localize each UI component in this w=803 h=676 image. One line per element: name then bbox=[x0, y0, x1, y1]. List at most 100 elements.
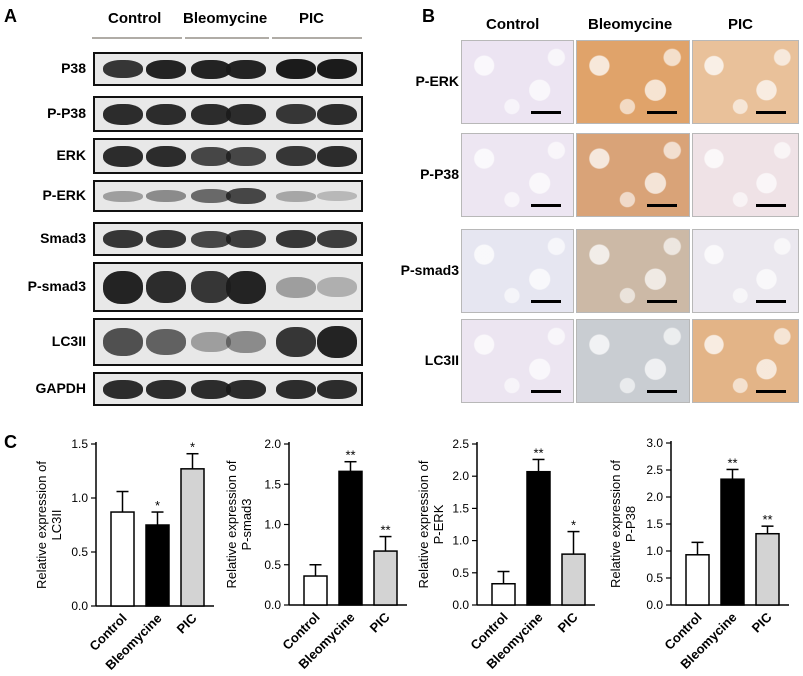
blot-band bbox=[226, 271, 266, 304]
blot-strip bbox=[93, 222, 363, 256]
blot-band bbox=[146, 230, 186, 248]
blot-group-control: Control bbox=[108, 10, 162, 27]
blot-band bbox=[276, 59, 316, 79]
ihc-col-control: Control bbox=[486, 16, 540, 33]
blot-band bbox=[276, 230, 316, 248]
bar-chart-4: 0.0 0.5 1.0 1.5 2.0 2.5 3.0 Relative expression… bbox=[608, 436, 789, 672]
x-tick-label: PIC bbox=[367, 609, 393, 635]
x-tick-label: PIC bbox=[749, 609, 775, 635]
ihc-row-label: LC3II bbox=[424, 352, 459, 368]
y-tick-label: 0.5 bbox=[646, 571, 663, 585]
ihc-row-label: P-ERK bbox=[415, 73, 459, 89]
y-tick-label: 1.5 bbox=[646, 517, 663, 531]
bar bbox=[755, 532, 780, 606]
scale-bar bbox=[756, 204, 786, 207]
blot-row-label: LC3II bbox=[51, 333, 86, 349]
scale-bar bbox=[531, 390, 561, 393]
blot-band bbox=[146, 190, 186, 202]
y-axis-label-line: Relative expression of bbox=[224, 460, 239, 588]
y-tick-label: 0.0 bbox=[646, 598, 663, 612]
scale-bar bbox=[531, 300, 561, 303]
blot-strip bbox=[93, 180, 363, 212]
y-axis-label: Relative expression ofP-smad3 bbox=[224, 460, 254, 588]
significance-mark: ** bbox=[533, 445, 543, 460]
x-tick-label: PIC bbox=[555, 609, 581, 635]
y-tick-label: 2.0 bbox=[264, 437, 281, 451]
scale-bar bbox=[647, 111, 677, 114]
panel-c-letter: C bbox=[4, 432, 17, 452]
significance-mark: ** bbox=[762, 512, 772, 527]
blot-strip bbox=[93, 52, 363, 86]
blot-row-label: P-P38 bbox=[47, 105, 86, 121]
significance-mark: * bbox=[155, 498, 160, 513]
bar bbox=[145, 524, 170, 607]
y-axis-label-line: P-ERK bbox=[431, 504, 446, 544]
y-tick-label: 1.5 bbox=[71, 437, 88, 451]
ihc-image bbox=[692, 229, 799, 313]
scale-bar bbox=[756, 390, 786, 393]
y-tick-label: 0.0 bbox=[71, 599, 88, 613]
blot-band bbox=[226, 188, 266, 204]
blot-band bbox=[317, 277, 357, 297]
blot-band bbox=[276, 104, 316, 124]
y-tick-label: 2.5 bbox=[646, 463, 663, 477]
blot-band bbox=[191, 271, 231, 303]
blot-band bbox=[191, 332, 231, 352]
bar-chart-2: 0.0 0.5 1.0 1.5 2.0 Relative expression ofP-s… bbox=[224, 437, 407, 672]
ihc-image bbox=[692, 133, 799, 217]
bar bbox=[720, 478, 745, 606]
blot-group-underline bbox=[92, 37, 182, 39]
scale-bar bbox=[531, 111, 561, 114]
blot-strip bbox=[93, 138, 363, 174]
y-axis-label-line: P-smad3 bbox=[239, 498, 254, 550]
blot-band bbox=[317, 59, 357, 79]
blot-strip bbox=[93, 372, 363, 406]
blot-band bbox=[146, 104, 186, 125]
bar bbox=[526, 470, 551, 606]
y-tick-label: 1.5 bbox=[264, 477, 281, 491]
blot-band bbox=[191, 104, 231, 125]
blot-row-label: P-smad3 bbox=[27, 278, 86, 294]
blot-band bbox=[226, 331, 266, 353]
ihc-image bbox=[692, 40, 799, 124]
blot-band bbox=[317, 104, 357, 125]
blot-band bbox=[103, 230, 143, 248]
y-tick-label: 0.0 bbox=[264, 598, 281, 612]
panel-a-letter: A bbox=[4, 6, 17, 26]
significance-mark: ** bbox=[345, 448, 355, 463]
ihc-col-bleomycine: Bleomycine bbox=[588, 16, 673, 33]
blot-row-label: P-ERK bbox=[42, 187, 86, 203]
y-axis-label-line: LC3II bbox=[49, 509, 64, 540]
blot-band bbox=[226, 60, 266, 79]
blot-row-label: P38 bbox=[61, 60, 86, 76]
y-axis-label: Relative expression ofLC3II bbox=[34, 461, 64, 589]
ihc-image bbox=[576, 229, 690, 313]
y-tick-label: 2.0 bbox=[452, 469, 469, 483]
blot-group-underline bbox=[272, 37, 362, 39]
scale-bar bbox=[647, 390, 677, 393]
scale-bar bbox=[531, 204, 561, 207]
blot-group-bleomycine: Bleomycine bbox=[183, 10, 268, 27]
ihc-image bbox=[461, 319, 574, 403]
scale-bar bbox=[647, 204, 677, 207]
panel-b-letter: B bbox=[422, 6, 435, 26]
blot-band bbox=[276, 191, 316, 202]
blot-band bbox=[103, 146, 143, 167]
blot-band bbox=[146, 271, 186, 303]
blot-band bbox=[103, 328, 143, 356]
y-tick-label: 1.0 bbox=[264, 518, 281, 532]
blot-band bbox=[276, 146, 316, 166]
blot-band bbox=[103, 271, 143, 304]
bar bbox=[685, 554, 710, 606]
blot-row-label: ERK bbox=[56, 147, 86, 163]
significance-mark: * bbox=[571, 518, 576, 533]
ihc-image bbox=[576, 40, 690, 124]
bar bbox=[373, 550, 398, 606]
blot-band bbox=[103, 104, 143, 125]
y-axis-label-line: Relative expression of bbox=[416, 460, 431, 588]
blot-band bbox=[103, 380, 143, 399]
scale-bar bbox=[647, 300, 677, 303]
blot-band bbox=[317, 326, 357, 358]
significance-mark: ** bbox=[380, 523, 390, 538]
